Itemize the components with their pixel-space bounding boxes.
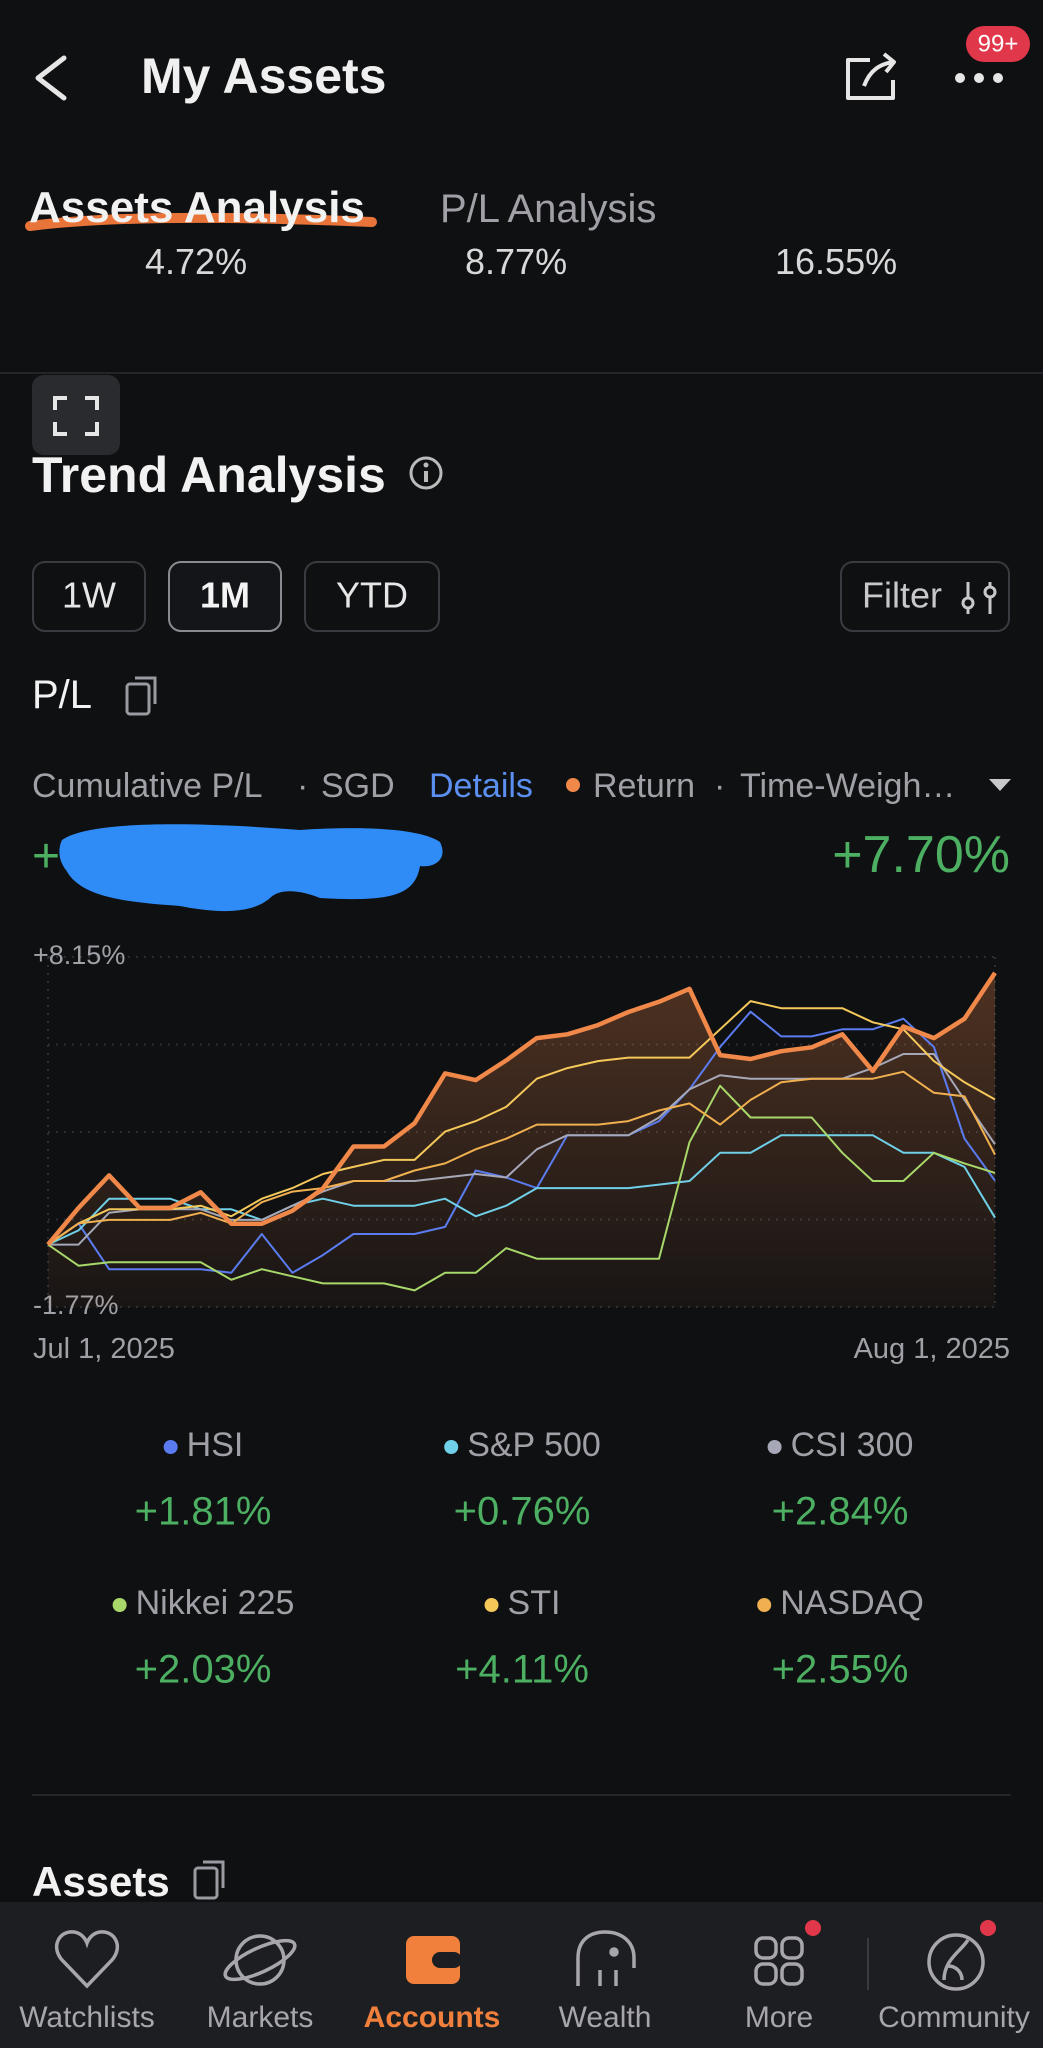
index-line [47,1010,996,1274]
amount-prefix: + [32,830,60,883]
return-label: Return [593,767,695,805]
legend-value: +1.81% [135,1490,272,1534]
index-line [47,1000,996,1246]
legend-dot [757,1598,772,1612]
legend-dot [767,1440,782,1454]
cumulative-row: Cumulative P/L · SGD Details Return · Ti… [32,767,955,805]
legend-name: S&P 500 [467,1426,601,1464]
method-select[interactable]: Time-Weigh… [740,767,955,805]
return-line [46,971,997,1247]
cumulative-label: Cumulative P/L [32,767,262,805]
nav-label-active[interactable]: Accounts [364,2001,501,2034]
separator: · [297,767,308,805]
return-area [48,972,995,1307]
nav-icon [927,1933,985,1991]
legend: HSI +1.81% S&P 500 +0.76% CSI 300 +2.84% Nikke… [112,1426,924,1692]
period-label: 1M [200,575,250,616]
nav-icon [576,1930,636,1986]
filter-label: Filter [862,575,942,616]
period-label: YTD [336,575,408,616]
period-button[interactable] [304,561,440,632]
nav-label[interactable]: Markets [207,2001,314,2034]
period-button-active[interactable] [168,561,282,632]
tab-indicator [25,212,377,231]
share-button[interactable] [846,52,896,100]
page-title: My Assets [141,48,386,104]
legend-value: +2.03% [135,1648,272,1692]
nav-icon [223,1934,297,1986]
fullscreen-button[interactable] [32,375,120,455]
summary-value: 16.55% [775,241,897,282]
legend-item: S&P 500 +0.76% [444,1426,601,1534]
filter-button[interactable] [840,561,1010,632]
more-menu[interactable] [955,73,1003,83]
tab[interactable]: P/L Analysis [440,187,656,231]
summary-value: 8.77% [465,241,567,282]
nav-dot [805,1920,821,1936]
period-label: 1W [62,575,116,616]
nav-bar [0,1902,1043,2048]
x-tick-label: Jul 1, 2025 [33,1333,175,1365]
legend-dot [484,1598,499,1612]
legend-name: Nikkei 225 [136,1584,295,1622]
legend-name: CSI 300 [791,1426,914,1464]
period-button[interactable] [32,561,146,632]
index-line [47,1084,996,1292]
assets-title: Assets [32,1858,170,1905]
x-tick-label: Aug 1, 2025 [854,1333,1010,1365]
return-value: +7.70% [832,826,1010,884]
pl-label: P/L [32,673,92,717]
index-line [47,1134,996,1246]
dropdown-arrow[interactable] [989,779,1011,791]
legend-item: NASDAQ +2.55% [757,1584,924,1692]
legend-item: Nikkei 225 +2.03% [112,1584,295,1692]
details-link[interactable]: Details [429,767,533,805]
nav-icon [55,1930,119,1989]
legend-item: STI +4.11% [455,1584,589,1692]
legend-dot [444,1440,459,1454]
nav-label[interactable]: Wealth [559,2001,652,2034]
copy-icon[interactable] [125,676,157,716]
nav-label[interactable]: More [745,2001,813,2034]
legend-dot [163,1440,178,1454]
legend-name: STI [508,1584,561,1622]
legend-item: HSI +1.81% [135,1426,272,1534]
copy-icon[interactable] [193,1860,225,1900]
section-title: Trend Analysis [32,447,386,503]
redaction [59,824,443,912]
legend-item: CSI 300 +2.84% [767,1426,914,1534]
legend-value: +4.11% [455,1648,589,1692]
legend-name: HSI [187,1426,244,1464]
tab-active[interactable]: Assets Analysis [29,183,365,232]
separator: · [714,767,725,805]
back-button[interactable] [35,55,67,101]
y-tick-label: +8.15% [33,940,125,970]
notification-badge [966,26,1030,62]
fullscreen-icon [53,396,99,436]
nav-label[interactable]: Watchlists [19,2001,155,2034]
return-dot [566,778,580,792]
info-icon[interactable] [409,456,443,490]
summary-value: 4.72% [145,241,247,282]
legend-value: +0.76% [454,1490,591,1534]
nav-icon [754,1936,804,1986]
nav-label[interactable]: Community [878,2001,1030,2034]
legend-value: +2.84% [772,1490,909,1534]
legend-name: NASDAQ [780,1584,924,1622]
legend-dot [112,1598,127,1612]
filter-icon [961,582,997,614]
legend-value: +2.55% [772,1648,909,1692]
index-line [47,1070,996,1246]
badge-count: 99+ [978,30,1019,57]
nav-dot [980,1920,996,1936]
currency: SGD [321,767,395,805]
nav-icon-active [406,1936,462,1984]
